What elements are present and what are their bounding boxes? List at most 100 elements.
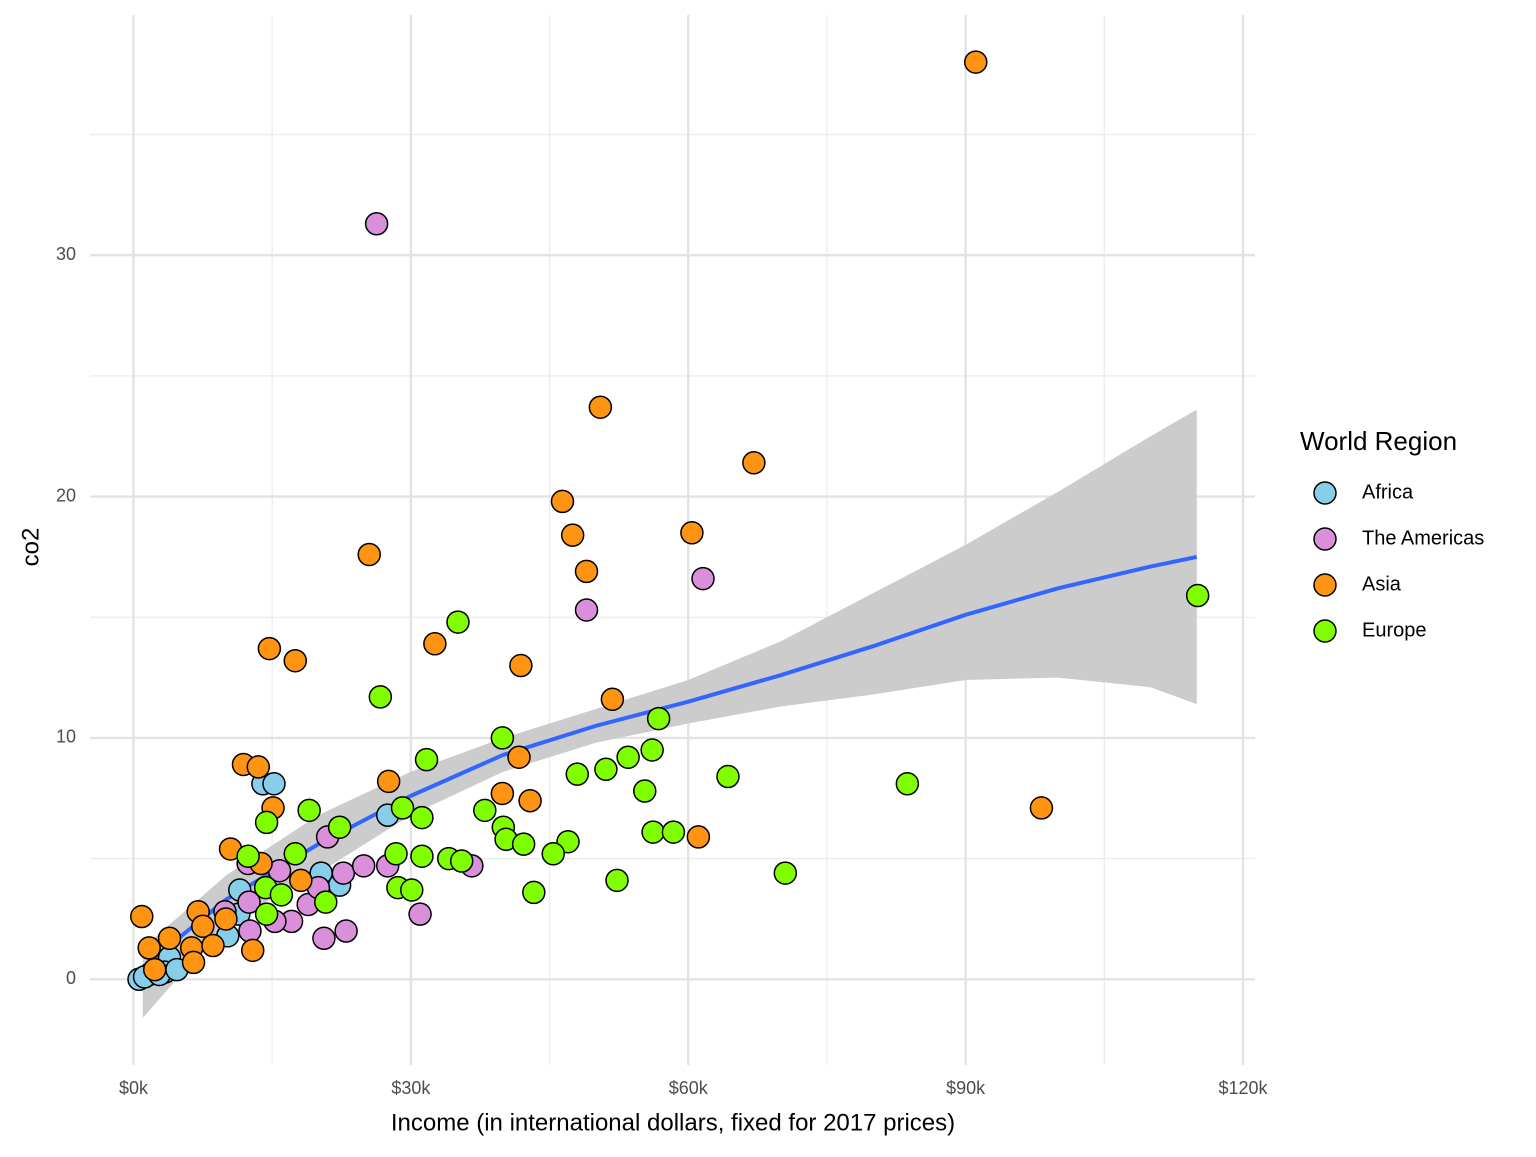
data-point [327, 815, 352, 839]
data-point [297, 798, 321, 823]
data-point [191, 914, 215, 938]
data-point [773, 861, 798, 885]
legend-key [1313, 619, 1337, 643]
data-point [410, 844, 434, 868]
x-tick-label: $60k [669, 1078, 709, 1098]
data-point [254, 902, 279, 926]
y-tick-label: 10 [56, 727, 76, 747]
confidence-band [142, 409, 1197, 1018]
data-point [368, 685, 393, 709]
data-point [507, 745, 531, 769]
y-tick-label: 0 [66, 968, 76, 988]
data-point [518, 788, 542, 813]
data-point [560, 523, 585, 547]
legend-key [1313, 481, 1337, 505]
data-point [742, 451, 766, 475]
y-tick-label: 30 [56, 244, 76, 264]
data-point [181, 950, 206, 975]
data-point [511, 832, 536, 856]
data-point [633, 779, 657, 803]
data-point [262, 772, 286, 796]
data-point [157, 926, 182, 951]
legend-label: Africa [1362, 481, 1414, 503]
data-point [691, 566, 715, 591]
data-point [473, 798, 497, 823]
data-point [376, 769, 401, 794]
data-point [201, 933, 225, 958]
data-point [522, 880, 546, 905]
data-point [364, 212, 389, 236]
data-point [384, 842, 408, 866]
data-point [423, 632, 447, 656]
data-point [446, 610, 470, 634]
data-point [312, 926, 336, 951]
data-point [600, 687, 625, 712]
x-tick-label: $30k [391, 1078, 431, 1098]
data-point [574, 559, 599, 584]
data-point [680, 521, 704, 545]
data-point [283, 842, 308, 866]
data-point [449, 849, 474, 873]
data-point [640, 738, 664, 762]
data-point [334, 919, 358, 943]
data-point [390, 796, 415, 820]
data-point [964, 50, 988, 74]
data-point [214, 907, 238, 931]
data-point [283, 648, 308, 673]
data-point [565, 762, 590, 786]
data-point [240, 938, 265, 963]
data-point [257, 636, 282, 661]
legend-key [1313, 573, 1337, 597]
data-point [605, 868, 629, 893]
data-point [351, 854, 376, 878]
y-axis-title: co2 [17, 528, 44, 567]
legend-key [1313, 527, 1337, 551]
data-point [550, 489, 575, 514]
data-point [588, 395, 613, 419]
legend-label: Europe [1362, 619, 1427, 641]
data-point [594, 757, 618, 782]
data-point [490, 726, 515, 750]
data-point [616, 745, 640, 769]
data-point [137, 936, 161, 960]
legend-label: Asia [1362, 573, 1402, 595]
data-point [237, 890, 261, 914]
data-point [686, 825, 711, 849]
data-point [646, 706, 671, 731]
y-tick-label: 20 [56, 485, 76, 505]
legend: World Region Africa The Americas Asia Europ… [1300, 426, 1484, 643]
data-point [289, 868, 313, 893]
data-point [541, 842, 565, 866]
legend-title: World Region [1300, 426, 1457, 456]
data-point [641, 820, 665, 844]
data-point [490, 781, 515, 806]
data-point [716, 764, 740, 789]
data-point [142, 957, 167, 982]
data-point [254, 810, 279, 835]
data-point [509, 653, 533, 678]
data-point [410, 805, 434, 830]
data-point [1185, 583, 1210, 608]
data-point [314, 890, 338, 914]
data-point [331, 861, 356, 885]
legend-label: The Americas [1362, 527, 1484, 549]
data-point [238, 919, 262, 943]
marks [127, 50, 1210, 1018]
data-point [400, 878, 424, 902]
x-tick-label: $0k [119, 1078, 149, 1098]
x-tick-label: $90k [946, 1078, 986, 1098]
data-point [414, 747, 439, 772]
data-point [408, 902, 432, 926]
data-point [357, 542, 381, 567]
data-point [574, 598, 599, 622]
data-point [1029, 796, 1054, 820]
data-point [895, 772, 920, 796]
data-point [130, 904, 154, 929]
data-point [246, 755, 271, 779]
data-point [269, 883, 294, 907]
data-point [661, 820, 686, 844]
x-axis-title: Income (in international dollars, fixed … [391, 1109, 955, 1136]
data-point [236, 844, 260, 868]
x-tick-label: $120k [1218, 1078, 1268, 1098]
